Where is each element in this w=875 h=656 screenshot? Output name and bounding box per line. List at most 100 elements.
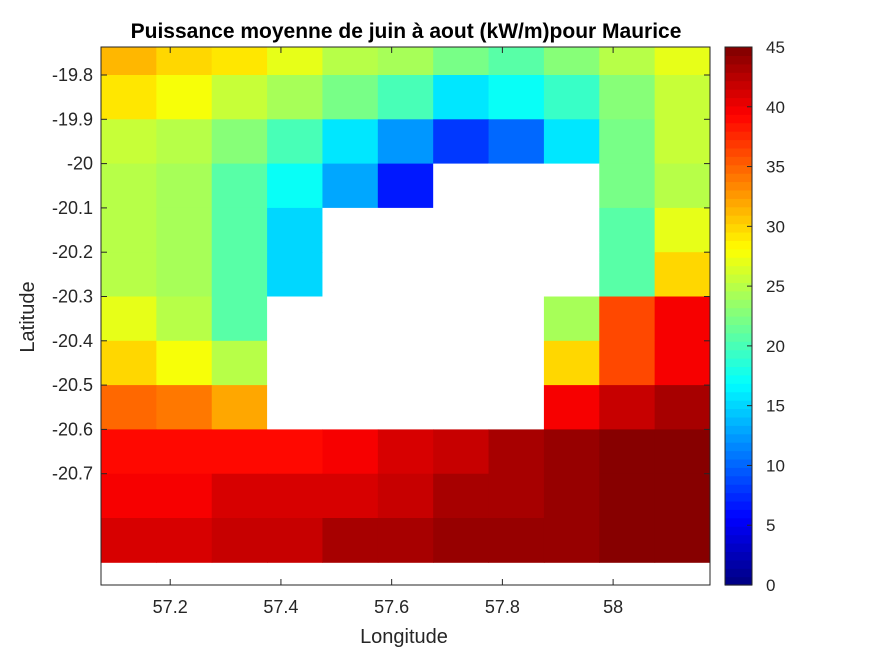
y-tick-label: -20.7 (52, 464, 93, 484)
heatmap-cell (322, 47, 379, 76)
colorbar-tick-label: 10 (766, 456, 785, 475)
colorbar-segment (725, 55, 752, 65)
heatmap-cell (433, 429, 490, 475)
heatmap-cell (377, 429, 434, 475)
colorbar-segment (725, 105, 752, 115)
colorbar-segment (725, 231, 752, 241)
colorbar-tick-label: 35 (766, 158, 785, 177)
colorbar-segment (725, 383, 752, 393)
colorbar-segment (725, 97, 752, 107)
y-axis-label: Latitude (17, 281, 39, 352)
colorbar-segment (725, 47, 752, 57)
heatmap-cell (101, 429, 157, 475)
heatmap-cell (377, 207, 434, 253)
heatmap-cell (433, 75, 490, 120)
heatmap-cell (101, 252, 157, 297)
heatmap-cell (377, 252, 434, 297)
heatmap-cell (211, 75, 268, 120)
heatmap-cell (433, 296, 490, 342)
heatmap-cell (543, 119, 600, 165)
colorbar-segment (725, 500, 752, 510)
heatmap-cell (211, 429, 268, 475)
heatmap-cell (377, 47, 434, 76)
colorbar-segment (725, 349, 752, 359)
colorbar-segment (725, 467, 752, 477)
heatmap-cell (599, 252, 656, 297)
heatmap-cell (654, 385, 711, 430)
heatmap-cell (267, 429, 323, 475)
colorbar-tick-label: 45 (766, 38, 785, 57)
colorbar-segment (725, 307, 752, 317)
heatmap-cell (599, 119, 656, 165)
heatmap-cell (599, 385, 656, 430)
colorbar-segment (725, 156, 752, 166)
heatmap-cell (543, 207, 600, 253)
heatmap-cell (322, 252, 379, 297)
colorbar-segment (725, 400, 752, 410)
heatmap-cell (211, 518, 268, 563)
colorbar-segment (725, 416, 752, 426)
heatmap-cell (322, 518, 379, 563)
heatmap-cell (322, 207, 379, 253)
y-tick-label: -19.9 (52, 109, 93, 129)
heatmap-cell (377, 296, 434, 342)
colorbar-segment (725, 316, 752, 326)
y-tick-label: -20 (67, 154, 93, 174)
heatmap-cell (322, 119, 379, 165)
heatmap-cell (267, 75, 323, 120)
heatmap-cell (101, 385, 157, 430)
heatmap-cell (488, 385, 545, 430)
heatmap-cell (156, 119, 213, 165)
heatmap-cell (654, 252, 711, 297)
heatmap-cell (377, 75, 434, 120)
heatmap-cell (599, 47, 656, 76)
heatmap-cell (654, 518, 711, 563)
heatmap-cell (654, 75, 711, 120)
chart-title: Puissance moyenne de juin à aout (kW/m)p… (131, 20, 682, 43)
heatmap-cell (433, 119, 490, 165)
x-tick-label: 58 (603, 597, 623, 617)
colorbar-tick-label: 20 (766, 337, 785, 356)
heatmap-cell (599, 75, 656, 120)
heatmap-cell (433, 385, 490, 430)
heatmap-cell (101, 47, 157, 76)
heatmap-cell (654, 163, 711, 209)
colorbar-segment (725, 517, 752, 527)
colorbar-segment (725, 114, 752, 124)
heatmap-cell (377, 340, 434, 386)
heatmap-cell (267, 518, 323, 563)
colorbar-segment (725, 122, 752, 132)
heatmap-cell (211, 473, 268, 519)
x-axis-label: Longitude (360, 626, 448, 648)
heatmap-cell (322, 429, 379, 475)
heatmap-cell (654, 296, 711, 342)
heatmap-cell (267, 252, 323, 297)
colorbar-segment (725, 542, 752, 552)
heatmap-cell (488, 75, 545, 120)
colorbar-segment (725, 147, 752, 157)
heatmap-cell (211, 385, 268, 430)
heatmap-cell (322, 473, 379, 519)
heatmap-cell (654, 207, 711, 253)
y-tick-label: -20.6 (52, 419, 93, 439)
colorbar-tick-label: 0 (766, 576, 775, 595)
y-tick-label: -20.1 (52, 198, 93, 218)
heatmap-cell (488, 518, 545, 563)
heatmap-cell (156, 518, 213, 563)
colorbar-segment (725, 265, 752, 275)
colorbar-segment (725, 492, 752, 502)
colorbar-segment (725, 164, 752, 174)
heatmap-cell (433, 518, 490, 563)
colorbar-segment (725, 408, 752, 418)
colorbar-segment (725, 223, 752, 233)
heatmap-cell (156, 385, 213, 430)
x-tick-label: 57.8 (485, 597, 520, 617)
heatmap-cell (267, 385, 323, 430)
heatmap-cell (377, 119, 434, 165)
heatmap-cell (101, 207, 157, 253)
heatmap-cell (322, 340, 379, 386)
colorbar-segment (725, 484, 752, 494)
colorbar-segment (725, 358, 752, 368)
heatmap-cell (543, 473, 600, 519)
colorbar-tick-label: 40 (766, 98, 785, 117)
